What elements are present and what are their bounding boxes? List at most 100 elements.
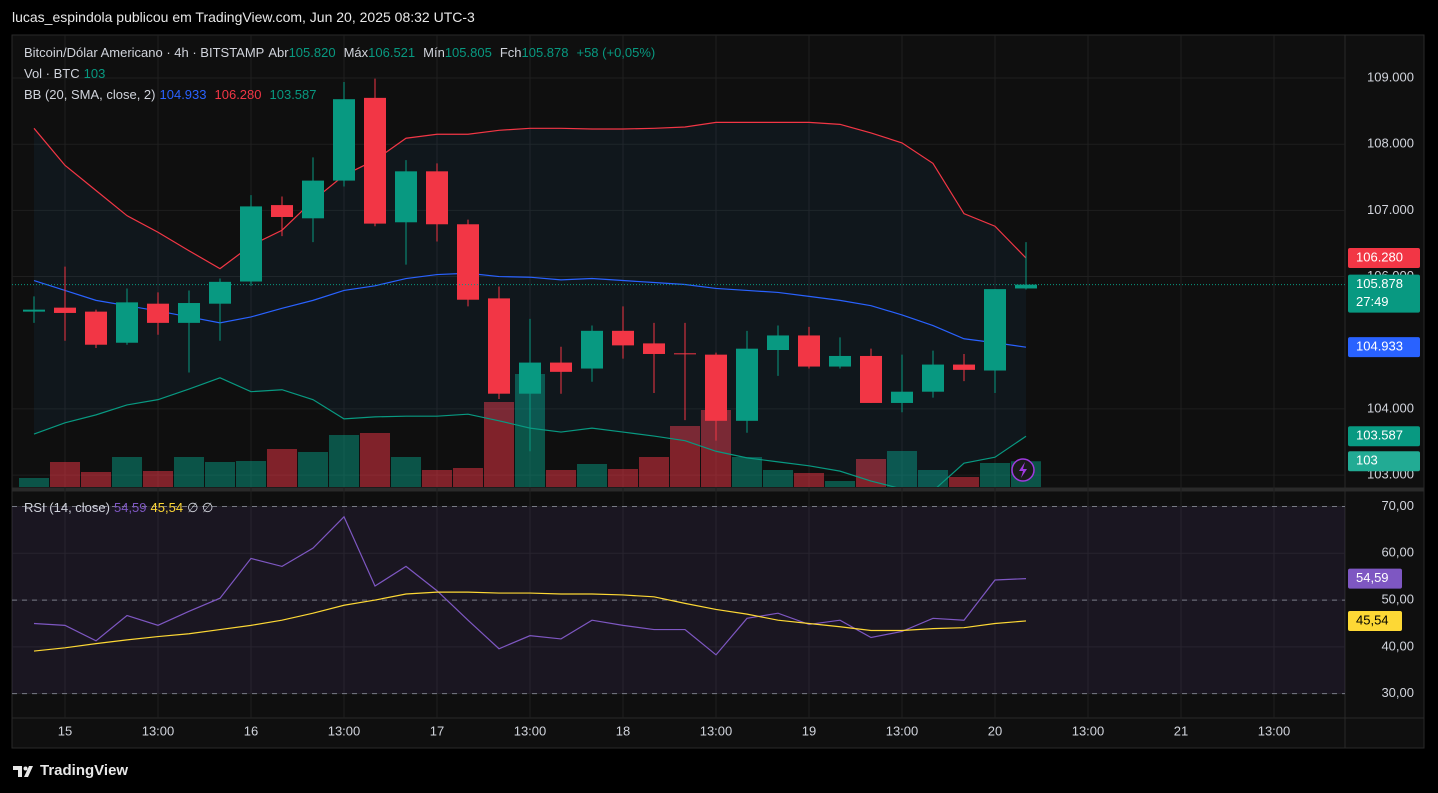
volume-bar	[391, 457, 421, 487]
volume-bar	[19, 478, 49, 487]
series-last-label-box	[1348, 568, 1402, 589]
price-legend: Bitcoin/Dólar Americano · 4h · BITSTAMP A…	[24, 42, 663, 105]
ohlc-key: Fch	[499, 45, 522, 60]
volume-bar	[825, 481, 855, 487]
series-last-label-box	[1348, 248, 1420, 269]
volume-bar	[205, 462, 235, 487]
ohlc-value: 105.820	[288, 45, 336, 60]
volume-bar	[50, 462, 80, 487]
x-tick-label: 17	[430, 723, 444, 738]
candle-body	[209, 281, 231, 304]
x-tick-label: 19	[802, 723, 816, 738]
alert-icon	[1011, 458, 1035, 482]
candle-body	[984, 289, 1006, 371]
candle-body	[550, 362, 572, 372]
volume-bar	[453, 468, 483, 487]
candle-body	[116, 302, 138, 343]
volume-value: 103	[83, 66, 106, 81]
series-last-label: 54,59	[1356, 570, 1389, 585]
indicator-value: 104.933	[159, 87, 207, 102]
y-tick-label: 30,00	[1381, 685, 1414, 700]
indicator-value: 54,59	[113, 500, 147, 515]
candle-body	[364, 97, 386, 224]
candle-body	[488, 298, 510, 394]
series-last-label: 104.933	[1356, 339, 1403, 354]
volume-bar	[81, 472, 111, 487]
x-tick-label: 20	[988, 723, 1002, 738]
candle-body	[147, 303, 169, 323]
candle-body	[457, 224, 479, 300]
candle-body	[922, 364, 944, 392]
indicator-value: 106.280	[214, 87, 262, 102]
candle-body	[23, 309, 45, 312]
y-tick-label: 60,00	[1381, 545, 1414, 560]
candle-body	[612, 330, 634, 346]
candle-body	[953, 364, 975, 370]
volume-bar	[980, 463, 1010, 487]
publish-header: lucas_espindola publicou em TradingView.…	[12, 9, 475, 25]
ohlc-key: Mín	[423, 45, 445, 60]
x-tick-label: 13:00	[700, 723, 733, 738]
y-tick-label: 108.000	[1367, 136, 1414, 151]
ohlc-value: 106.521	[368, 45, 416, 60]
x-tick-label: 21	[1174, 723, 1188, 738]
candle-body	[643, 343, 665, 354]
volume-bar	[267, 449, 297, 487]
candle-body	[829, 355, 851, 367]
candle-body	[271, 205, 293, 217]
x-tick-label: 18	[616, 723, 630, 738]
symbol-title: Bitcoin/Dólar Americano · 4h · BITSTAMP	[24, 45, 265, 60]
volume-bar	[608, 469, 638, 487]
volume-bar	[732, 457, 762, 487]
volume-bar	[546, 470, 576, 487]
volume-bar	[949, 477, 979, 487]
change: +58 (+0,05%)	[576, 45, 656, 60]
candle-body	[767, 335, 789, 351]
series-last-label: 106.280	[1356, 249, 1403, 264]
volume-last-label-box	[1348, 451, 1420, 472]
x-tick-label: 13:00	[1072, 723, 1105, 738]
tradingview-logo	[13, 766, 33, 777]
x-tick-label: 15	[58, 723, 72, 738]
series-last-label: 103.587	[1356, 428, 1403, 443]
volume-bar	[422, 470, 452, 487]
indicator-note: ∅ ∅	[187, 500, 214, 515]
candle-body	[891, 391, 913, 403]
volume-bar	[484, 402, 514, 487]
x-tick-label: 13:00	[142, 723, 175, 738]
y-tick-label: 70,00	[1381, 498, 1414, 513]
volume-bar	[794, 473, 824, 487]
x-tick-label: 13:00	[1258, 723, 1291, 738]
candle-body	[736, 348, 758, 421]
volume-bar	[577, 464, 607, 487]
volume-bar	[639, 457, 669, 487]
indicator-name: BB (20, SMA, close, 2)	[24, 87, 156, 102]
volume-bar	[329, 435, 359, 487]
volume-bar	[298, 452, 328, 487]
candle-body	[240, 206, 262, 282]
candle-body	[85, 311, 107, 345]
indicator-value: 45,54	[150, 500, 184, 515]
x-tick-label: 13:00	[886, 723, 919, 738]
volume-bar	[112, 457, 142, 487]
candle-body	[705, 354, 727, 421]
x-tick-label: 13:00	[514, 723, 547, 738]
y-tick-label: 104.000	[1367, 400, 1414, 415]
volume-bar	[856, 459, 886, 487]
volume-last-label: 103	[1356, 453, 1378, 468]
y-tick-label: 40,00	[1381, 638, 1414, 653]
y-tick-label: 107.000	[1367, 202, 1414, 217]
ohlc-value: 105.878	[521, 45, 569, 60]
series-line	[33, 121, 1027, 270]
volume-bar	[670, 426, 700, 487]
candle-body	[674, 353, 696, 355]
x-tick-label: 16	[244, 723, 258, 738]
close-label: 105.878	[1356, 276, 1403, 291]
series-last-label-box	[1348, 610, 1402, 631]
volume-bar	[887, 451, 917, 487]
footer-brand: TradingView	[40, 762, 129, 779]
y-tick-label: 50,00	[1381, 592, 1414, 607]
rsi-legend: RSI (14, close) 54,59 45,54 ∅ ∅	[24, 497, 217, 518]
